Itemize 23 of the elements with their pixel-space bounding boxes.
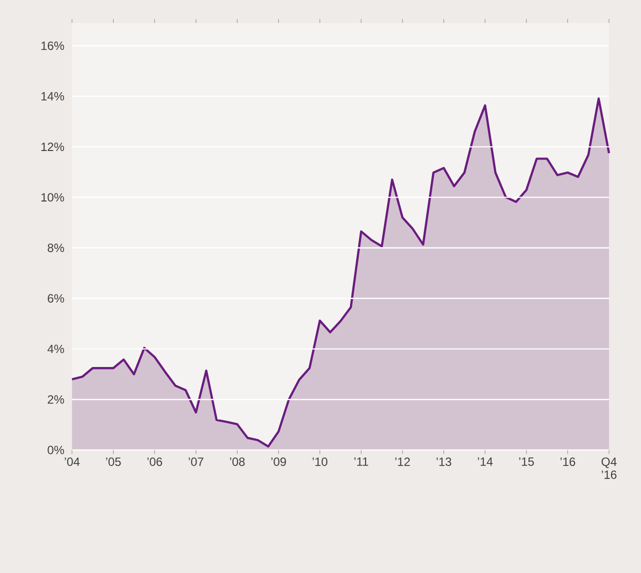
x-tick-label: ’06 xyxy=(147,458,162,466)
y-tick-label: 2% xyxy=(48,395,64,404)
x-tick-label: ’15 xyxy=(519,458,534,466)
x-tick-label: ’09 xyxy=(271,458,286,466)
x-tick-label: ’14 xyxy=(478,458,493,466)
x-tick-label: Q4 ’16 xyxy=(602,458,617,479)
y-tick-label: 8% xyxy=(48,244,64,252)
x-tick-label: ’12 xyxy=(395,458,410,466)
y-tick-label: 12% xyxy=(41,142,64,152)
x-tick-label: ’07 xyxy=(188,458,204,466)
y-tick-label: 16% xyxy=(41,42,64,50)
y-tick-label: 10% xyxy=(41,193,64,202)
y-tick-label: 4% xyxy=(47,344,64,354)
x-tick-label: ’16 xyxy=(560,458,576,466)
x-tick-label: ’08 xyxy=(230,458,245,466)
y-tick-label: 6% xyxy=(48,294,64,303)
y-tick-label: 14% xyxy=(41,92,64,100)
y-tick-label: 0% xyxy=(48,446,64,454)
x-tick-label: ’05 xyxy=(106,458,121,466)
x-tick-label: ’04 xyxy=(64,458,80,466)
x-tick-label: ’13 xyxy=(436,458,452,466)
x-tick-label: ’11 xyxy=(354,458,368,466)
x-tick-label: ’10 xyxy=(312,458,328,466)
